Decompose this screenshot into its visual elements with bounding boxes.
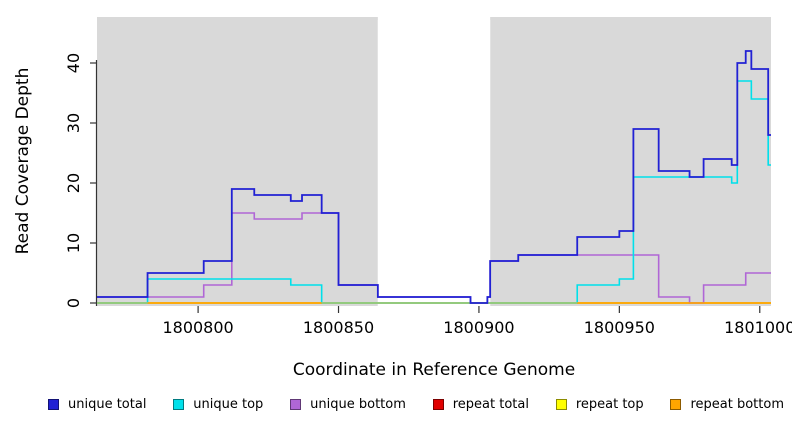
- legend-label: unique top: [193, 397, 264, 412]
- legend-marker-repeat-top: [555, 399, 567, 410]
- legend-item-unique-top: unique top: [173, 397, 263, 412]
- masked-region: [377, 20, 491, 306]
- legend-item-repeat-top: repeat top: [555, 397, 644, 412]
- y-tick-label: 0: [64, 298, 83, 308]
- legend-label: repeat top: [575, 397, 644, 412]
- legend-item-unique-bottom: unique bottom: [290, 397, 406, 412]
- legend-marker-repeat-total: [432, 399, 444, 410]
- legend-item-repeat-total: repeat total: [432, 397, 529, 412]
- y-tick-label: 20: [64, 173, 83, 193]
- x-tick-label: 1801000: [724, 318, 792, 337]
- legend-marker-unique-top: [173, 399, 185, 410]
- background-band: [490, 17, 771, 306]
- legend-item-unique-total: unique total: [48, 397, 146, 412]
- legend-marker-repeat-bottom: [670, 399, 682, 410]
- x-tick-label: 1800850: [303, 318, 374, 337]
- x-tick-label: 1800950: [584, 318, 655, 337]
- x-axis-label: Coordinate in Reference Genome: [293, 360, 575, 380]
- legend-label: repeat bottom: [690, 397, 784, 412]
- legend-marker-unique-total: [48, 399, 59, 410]
- legend-marker-unique-bottom: [290, 399, 302, 410]
- coverage-plot: Coordinate in Reference Genome Read Cove…: [13, 17, 792, 380]
- series-line-unique-total: [97, 50, 771, 304]
- x-tick-label: 1800800: [162, 318, 233, 337]
- y-tick-label: 10: [64, 233, 83, 253]
- y-axis-label: Read Coverage Depth: [13, 68, 33, 255]
- legend-label: repeat total: [452, 397, 529, 412]
- background-band: [97, 17, 378, 306]
- legend-label: unique bottom: [310, 397, 406, 412]
- legend: unique total unique top unique bottom repea…: [48, 397, 784, 412]
- y-tick-label: 40: [64, 53, 83, 73]
- series-line-unique-top: [97, 80, 771, 304]
- legend-item-repeat-bottom: repeat bottom: [670, 397, 784, 412]
- x-tick-label: 1800900: [443, 318, 514, 337]
- legend-label: unique total: [68, 397, 147, 412]
- y-tick-label: 30: [64, 113, 83, 133]
